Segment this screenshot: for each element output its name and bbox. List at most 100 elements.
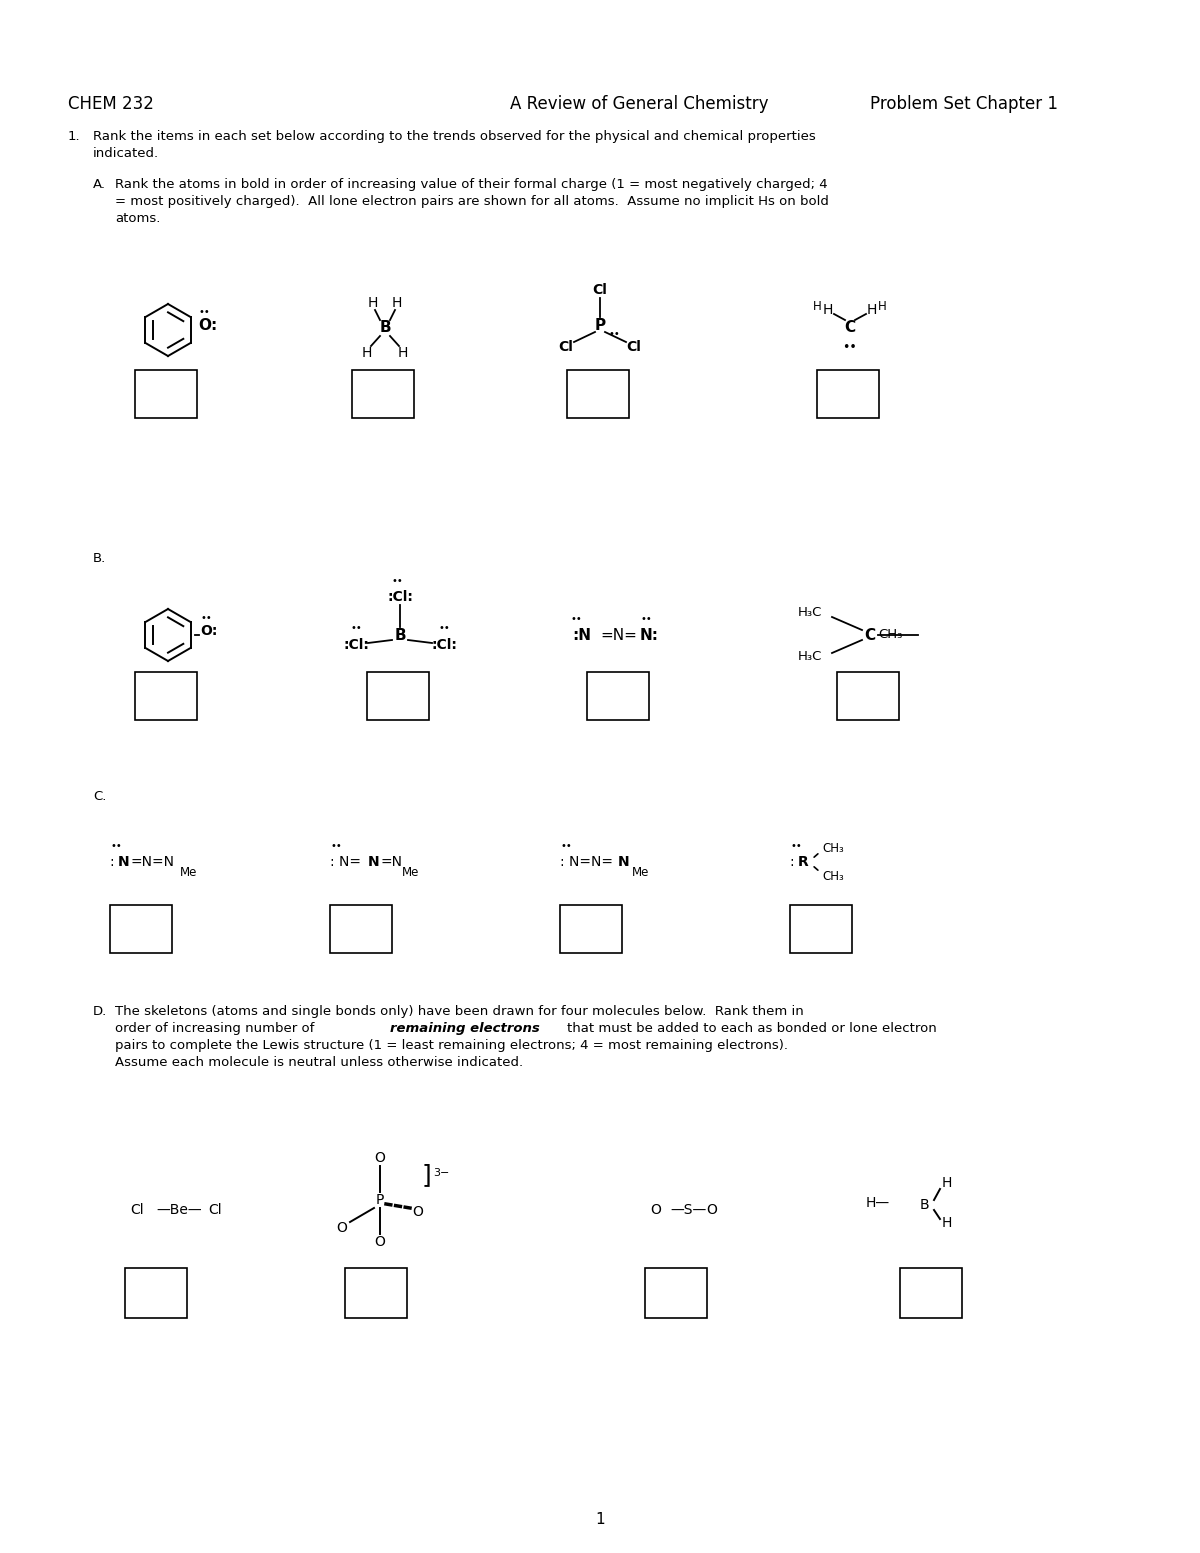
Text: O: O <box>374 1235 385 1249</box>
Text: N: N <box>118 856 130 870</box>
Text: =N=N: =N=N <box>130 856 174 870</box>
Text: H: H <box>392 297 402 311</box>
Text: = most positively charged).  All lone electron pairs are shown for all atoms.  A: = most positively charged). All lone ele… <box>115 196 829 208</box>
Text: A Review of General Chemistry: A Review of General Chemistry <box>510 95 768 113</box>
Bar <box>560 905 622 954</box>
Text: H: H <box>362 346 372 360</box>
Text: O: O <box>706 1204 716 1218</box>
Text: O:: O: <box>200 624 217 638</box>
Text: —Be—: —Be— <box>156 1204 202 1218</box>
Text: :Cl:: :Cl: <box>431 638 457 652</box>
Text: Cl: Cl <box>130 1204 144 1218</box>
Text: P: P <box>594 317 606 332</box>
Text: Assume each molecule is neutral unless otherwise indicated.: Assume each molecule is neutral unless o… <box>115 1056 523 1068</box>
Text: Cl: Cl <box>208 1204 222 1218</box>
Text: P: P <box>376 1193 384 1207</box>
Text: Rank the atoms in bold in order of increasing value of their formal charge (1 = : Rank the atoms in bold in order of incre… <box>115 179 828 191</box>
Text: H: H <box>823 303 833 317</box>
Bar <box>134 672 197 721</box>
Text: H: H <box>942 1216 953 1230</box>
Text: 1.: 1. <box>68 130 80 143</box>
Text: H—: H— <box>866 1196 890 1210</box>
Text: O: O <box>650 1204 661 1218</box>
Text: H₃C: H₃C <box>798 651 822 663</box>
Bar <box>587 672 649 721</box>
Text: H₃C: H₃C <box>798 607 822 620</box>
Text: 1: 1 <box>595 1513 605 1528</box>
Text: N: N <box>618 856 630 870</box>
Text: Cl: Cl <box>626 340 642 354</box>
Bar <box>838 672 899 721</box>
Text: ]: ] <box>422 1163 432 1186</box>
Text: that must be added to each as bonded or lone electron: that must be added to each as bonded or … <box>568 1022 937 1034</box>
Text: B: B <box>920 1197 930 1211</box>
Text: CH₃: CH₃ <box>822 870 844 882</box>
Text: ••: •• <box>200 613 211 623</box>
Text: remaining electrons: remaining electrons <box>390 1022 540 1034</box>
Text: 3−: 3− <box>433 1168 449 1179</box>
Text: indicated.: indicated. <box>94 148 160 160</box>
Bar <box>330 905 392 954</box>
Text: :N: :N <box>572 627 592 643</box>
Text: Me: Me <box>402 865 419 879</box>
Text: ••: •• <box>608 329 619 339</box>
Bar <box>346 1267 407 1318</box>
Bar <box>790 905 852 954</box>
Text: CH₃: CH₃ <box>878 629 902 641</box>
Text: O: O <box>413 1205 424 1219</box>
Bar <box>134 370 197 418</box>
Text: Cl: Cl <box>558 340 574 354</box>
Text: Problem Set Chapter 1: Problem Set Chapter 1 <box>870 95 1058 113</box>
Text: ••: •• <box>199 307 211 317</box>
Text: : N=N=: : N=N= <box>560 856 613 870</box>
Text: Cl: Cl <box>593 283 607 297</box>
Text: C.: C. <box>94 790 107 803</box>
Text: H: H <box>368 297 378 311</box>
Text: ••: •• <box>330 842 342 851</box>
Text: O: O <box>336 1221 348 1235</box>
Text: pairs to complete the Lewis structure (1 = least remaining electrons; 4 = most r: pairs to complete the Lewis structure (1… <box>115 1039 788 1051</box>
Text: B: B <box>379 320 391 335</box>
Text: H: H <box>398 346 408 360</box>
Text: CHEM 232: CHEM 232 <box>68 95 154 113</box>
Text: H: H <box>866 303 877 317</box>
Text: =N=: =N= <box>600 627 637 643</box>
Text: —S—: —S— <box>670 1204 707 1218</box>
Text: CH₃: CH₃ <box>822 842 844 854</box>
Text: =N: =N <box>380 856 402 870</box>
Text: ••: •• <box>438 623 450 634</box>
Text: Rank the items in each set below according to the trends observed for the physic: Rank the items in each set below accordi… <box>94 130 816 143</box>
Text: C: C <box>864 627 876 643</box>
Text: ••: •• <box>391 576 403 585</box>
Text: Me: Me <box>180 865 197 879</box>
Text: H: H <box>878 300 887 312</box>
Text: : N=: : N= <box>330 856 361 870</box>
Text: :: : <box>110 856 119 870</box>
Text: H: H <box>814 300 822 312</box>
Text: ••: •• <box>560 842 571 851</box>
Text: The skeletons (atoms and single bonds only) have been drawn for four molecules b: The skeletons (atoms and single bonds on… <box>115 1005 804 1019</box>
Bar <box>900 1267 962 1318</box>
Text: N:: N: <box>640 627 659 643</box>
Text: D.: D. <box>94 1005 107 1019</box>
Text: N: N <box>368 856 379 870</box>
Text: :Cl:: :Cl: <box>343 638 368 652</box>
Text: :: : <box>790 856 799 870</box>
Bar <box>646 1267 707 1318</box>
Text: ••: •• <box>570 613 582 624</box>
Text: Me: Me <box>632 865 649 879</box>
Text: ••: •• <box>110 842 121 851</box>
Text: H: H <box>942 1176 953 1190</box>
Bar <box>125 1267 187 1318</box>
Text: B.: B. <box>94 551 107 565</box>
Text: ••: •• <box>350 623 362 634</box>
Text: ••: •• <box>842 342 857 354</box>
Text: order of increasing number of: order of increasing number of <box>115 1022 319 1034</box>
Text: O: O <box>374 1151 385 1165</box>
Text: :Cl:: :Cl: <box>388 590 413 604</box>
Text: ••: •• <box>790 842 802 851</box>
Bar <box>110 905 172 954</box>
Bar <box>817 370 878 418</box>
Bar <box>367 672 430 721</box>
Text: ••: •• <box>640 613 652 624</box>
